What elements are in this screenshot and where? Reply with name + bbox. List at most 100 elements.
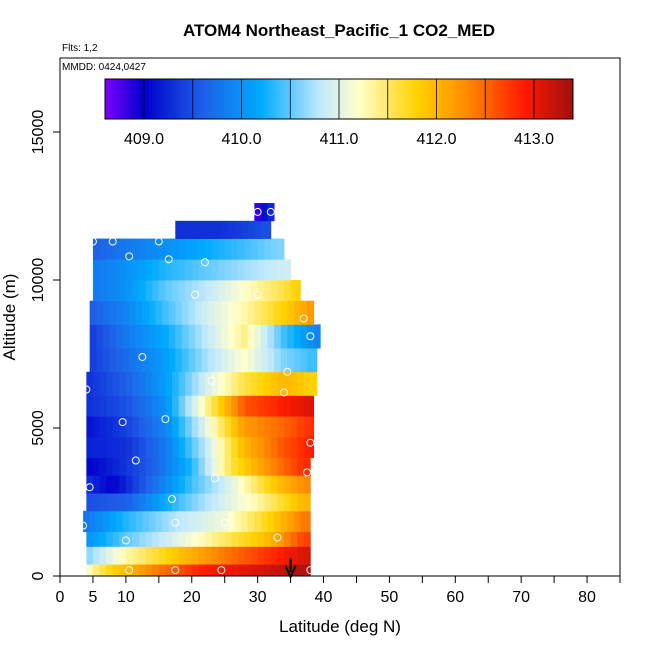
- heatmap-cell: [86, 436, 94, 458]
- heatmap-cell: [224, 395, 232, 417]
- heatmap-cell: [152, 259, 160, 281]
- sample-points: [79, 207, 315, 575]
- colorbar-swatch: [165, 79, 168, 119]
- heatmap-cell: [234, 220, 242, 239]
- colorbar-swatch: [528, 79, 531, 119]
- heatmap-cell: [270, 493, 278, 512]
- heatmap-cell: [125, 371, 133, 396]
- colorbar-swatch: [163, 79, 166, 119]
- colorbar-swatch: [465, 79, 469, 119]
- heatmap-cell: [218, 457, 226, 476]
- heatmap-cell: [211, 493, 219, 512]
- heatmap-cell: [244, 416, 252, 438]
- heatmap-cell: [297, 564, 305, 576]
- heatmap-cell: [244, 371, 252, 396]
- heatmap-cell: [297, 395, 305, 417]
- heatmap-cell: [172, 395, 179, 417]
- colorbar-swatch: [495, 79, 498, 119]
- heatmap-cell: [188, 300, 196, 325]
- heatmap-cell: [178, 280, 186, 302]
- sample-point: [171, 518, 180, 527]
- heatmap-cell: [277, 457, 285, 476]
- heatmap-cell: [119, 564, 127, 576]
- colorbar-swatch: [461, 79, 465, 119]
- heatmap-cell: [218, 416, 226, 438]
- colorbar-swatch: [292, 79, 295, 119]
- heatmap-cell: [99, 457, 107, 476]
- colorbar-swatch: [331, 79, 334, 119]
- heatmap-cell: [119, 546, 127, 565]
- sample-point: [125, 566, 134, 575]
- heatmap-cell: [83, 510, 91, 532]
- heatmap-cell: [191, 259, 199, 281]
- heatmap-cell: [198, 259, 206, 281]
- heatmap-cell: [251, 280, 259, 302]
- heatmap-cell: [181, 300, 189, 325]
- colorbar-swatch: [323, 79, 326, 119]
- heatmap-cell: [287, 324, 295, 349]
- colorbar-label: 411.0: [320, 131, 359, 148]
- heatmap-cell: [264, 395, 272, 417]
- heatmap-cell: [237, 238, 245, 260]
- colorbar-swatch: [526, 79, 529, 119]
- heatmap-cell: [165, 436, 173, 458]
- heatmap-cell: [89, 300, 97, 325]
- heatmap-cell: [152, 280, 160, 302]
- heatmap-cell: [119, 493, 127, 512]
- heatmap-cell: [228, 348, 235, 373]
- colorbar-swatch: [233, 79, 237, 119]
- sample-point: [280, 388, 288, 397]
- heatmap-cell: [125, 475, 133, 494]
- heatmap-cell: [119, 280, 127, 302]
- heatmap-cell: [244, 457, 252, 476]
- heatmap-cell: [218, 395, 226, 417]
- colorbar-swatch: [329, 79, 332, 119]
- heatmap-cell: [162, 510, 170, 532]
- heatmap-cell: [277, 546, 285, 565]
- colorbar-swatch: [216, 79, 219, 119]
- heatmap-cell: [116, 324, 123, 349]
- heatmap-cell: [152, 531, 160, 547]
- heatmap-cell: [168, 300, 176, 325]
- heatmap-cell: [165, 238, 173, 260]
- heatmap-cell: [125, 457, 133, 476]
- colorbar-swatch: [518, 79, 521, 119]
- colorbar-swatch: [167, 79, 170, 119]
- heatmap-cell: [125, 564, 133, 576]
- colorbar-swatch: [311, 79, 315, 119]
- heatmap-cell: [237, 371, 245, 396]
- heatmap-cell: [257, 280, 265, 302]
- colorbar-swatch: [454, 79, 457, 119]
- heatmap-cell: [116, 300, 123, 325]
- heatmap-cell: [270, 259, 278, 281]
- sample-point: [306, 566, 315, 575]
- heatmap-cell: [129, 300, 137, 325]
- heatmap-cell: [244, 493, 252, 512]
- colorbar-swatch: [307, 79, 311, 119]
- heatmap-cell: [175, 300, 183, 325]
- heatmap-cell: [92, 238, 100, 260]
- heatmap-cell: [178, 436, 186, 458]
- sample-point: [306, 438, 315, 447]
- heatmap-cell: [204, 531, 212, 547]
- heatmap-cell: [145, 531, 153, 547]
- heatmap-cell: [264, 493, 272, 512]
- sample-point: [306, 332, 315, 341]
- heatmap-cell: [139, 436, 147, 458]
- heatmap-cell: [106, 395, 114, 417]
- sample-point: [253, 290, 262, 299]
- heatmap-cell: [125, 280, 133, 302]
- heatmap-cell: [112, 531, 120, 547]
- heatmap-cell: [208, 348, 216, 373]
- colorbar-swatch: [436, 79, 439, 119]
- heatmap-cell: [145, 259, 153, 281]
- heatmap-cell: [99, 395, 107, 417]
- colorbar-swatch: [491, 79, 494, 119]
- heatmap-cell: [86, 475, 94, 494]
- heatmap-cell: [310, 436, 315, 458]
- colorbar-swatch: [485, 79, 488, 119]
- colorbar-swatch: [428, 79, 432, 119]
- heatmap-cell: [277, 395, 285, 417]
- colorbar-swatch: [214, 79, 217, 119]
- heatmap-cell: [290, 416, 298, 438]
